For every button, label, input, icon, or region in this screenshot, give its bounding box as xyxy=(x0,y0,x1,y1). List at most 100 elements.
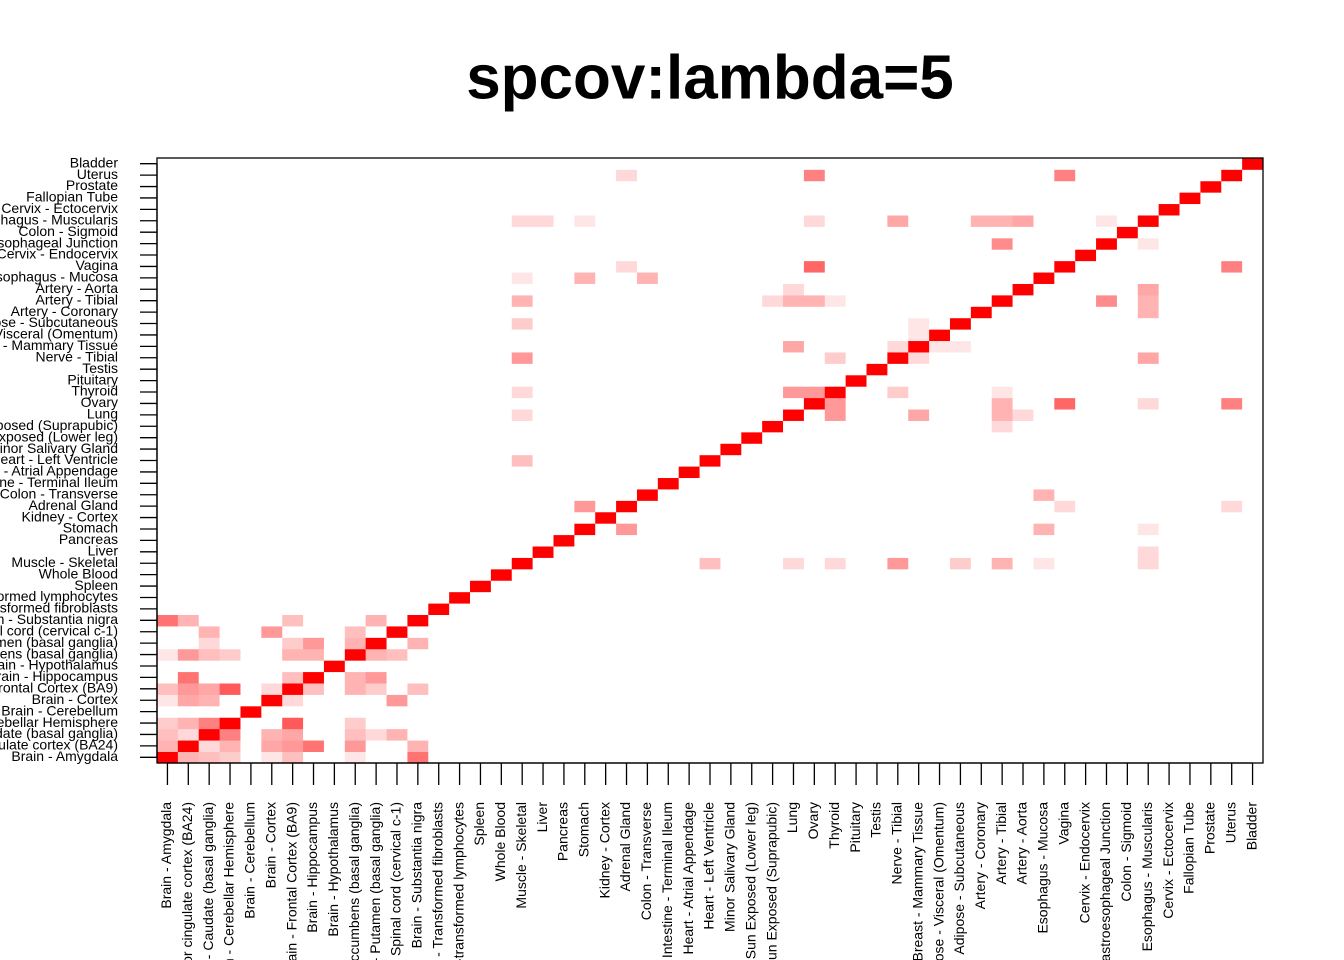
heatmap-cell xyxy=(407,717,429,730)
heatmap-cell xyxy=(991,511,1013,524)
heatmap-cell xyxy=(323,260,346,273)
heatmap-cell xyxy=(1137,203,1160,216)
heatmap-cell xyxy=(991,294,1013,307)
heatmap-cell xyxy=(344,477,367,490)
heatmap-cell xyxy=(553,523,575,536)
heatmap-cell xyxy=(511,489,534,501)
heatmap-cell xyxy=(657,317,680,330)
heatmap-cell xyxy=(449,237,471,250)
heatmap-cell xyxy=(949,397,972,410)
heatmap-cell xyxy=(282,329,304,342)
heatmap-cell xyxy=(532,477,554,490)
heatmap-cell xyxy=(1158,443,1180,456)
heatmap-cell xyxy=(1116,386,1139,399)
heatmap-cell xyxy=(490,511,513,524)
heatmap-cell xyxy=(532,728,554,741)
heatmap-cell xyxy=(470,511,492,524)
heatmap-cell xyxy=(386,260,408,273)
heatmap-cell xyxy=(449,580,471,593)
heatmap-cell xyxy=(845,420,867,433)
heatmap-cell xyxy=(303,306,325,319)
heatmap-cell xyxy=(908,386,930,399)
heatmap-cell xyxy=(177,272,200,284)
heatmap-cell xyxy=(219,740,241,752)
heatmap-cell xyxy=(532,705,554,718)
heatmap-cell xyxy=(616,511,638,524)
heatmap-cell xyxy=(970,158,993,170)
heatmap-cell xyxy=(803,568,826,581)
heatmap-cell xyxy=(970,294,993,307)
heatmap-cell xyxy=(1200,705,1222,718)
heatmap-cell xyxy=(1200,489,1222,501)
heatmap-cell xyxy=(949,409,972,421)
heatmap-cell xyxy=(219,294,241,307)
heatmap-cell xyxy=(407,443,429,456)
heatmap-cell xyxy=(762,557,784,570)
heatmap-cell xyxy=(532,283,554,296)
heatmap-cell xyxy=(1075,728,1097,741)
heatmap-cell xyxy=(1242,397,1264,410)
heatmap-cell xyxy=(908,694,930,707)
heatmap-cell xyxy=(365,409,387,421)
heatmap-cell xyxy=(1158,397,1180,410)
heatmap-cell xyxy=(762,466,784,479)
heatmap-cell xyxy=(762,477,784,490)
heatmap-cell xyxy=(970,694,993,707)
heatmap-cell xyxy=(407,694,429,707)
heatmap-cell xyxy=(1116,215,1139,227)
heatmap-cell xyxy=(1200,511,1222,524)
heatmap-cell xyxy=(1116,272,1139,284)
heatmap-cell xyxy=(261,169,283,182)
heatmap-cell xyxy=(929,683,951,695)
heatmap-cell xyxy=(490,180,513,193)
heatmap-cell xyxy=(323,466,346,479)
heatmap-cell xyxy=(929,568,951,581)
heatmap-cell xyxy=(657,660,680,673)
heatmap-cell xyxy=(803,215,826,227)
heatmap-cell xyxy=(1116,352,1139,364)
heatmap-cell xyxy=(553,420,575,433)
heatmap-cell xyxy=(949,180,972,193)
heatmap-cell xyxy=(1242,511,1264,524)
heatmap-cell xyxy=(991,603,1013,616)
heatmap-cell xyxy=(574,614,596,627)
heatmap-cell xyxy=(720,431,742,444)
heatmap-cell xyxy=(783,580,805,593)
x-tick-label: Cervix - Ectocervix xyxy=(1160,802,1176,919)
heatmap-cell xyxy=(449,317,471,330)
heatmap-cell xyxy=(1242,283,1264,296)
heatmap-cell xyxy=(1158,683,1180,695)
heatmap-cell xyxy=(803,386,826,399)
heatmap-cell xyxy=(616,169,638,182)
heatmap-cell xyxy=(1012,420,1034,433)
heatmap-cell xyxy=(1116,203,1139,216)
heatmap-cell xyxy=(720,603,742,616)
heatmap-cell xyxy=(1116,717,1139,730)
heatmap-cell xyxy=(908,237,930,250)
heatmap-cell xyxy=(908,534,930,547)
heatmap-cell xyxy=(824,489,847,501)
heatmap-cell xyxy=(657,534,680,547)
heatmap-cell xyxy=(1200,215,1222,227)
heatmap-cell xyxy=(344,283,367,296)
heatmap-cell xyxy=(470,546,492,558)
heatmap-cell xyxy=(970,546,993,558)
heatmap-cell xyxy=(762,237,784,250)
heatmap-cell xyxy=(1012,443,1034,456)
heatmap-cell xyxy=(282,409,304,421)
heatmap-cell xyxy=(261,477,283,490)
heatmap-cell xyxy=(678,637,700,650)
heatmap-cell xyxy=(449,420,471,433)
heatmap-cell xyxy=(908,158,930,170)
heatmap-cell xyxy=(929,294,951,307)
heatmap-cell xyxy=(428,557,450,570)
heatmap-cell xyxy=(511,420,534,433)
heatmap-cell xyxy=(783,603,805,616)
heatmap-cell xyxy=(887,717,909,730)
heatmap-cell xyxy=(386,397,408,410)
heatmap-cell xyxy=(198,329,221,342)
heatmap-cell xyxy=(261,500,283,513)
heatmap-cell xyxy=(1075,637,1097,650)
heatmap-cell xyxy=(1116,728,1139,741)
heatmap-cell xyxy=(177,614,200,627)
